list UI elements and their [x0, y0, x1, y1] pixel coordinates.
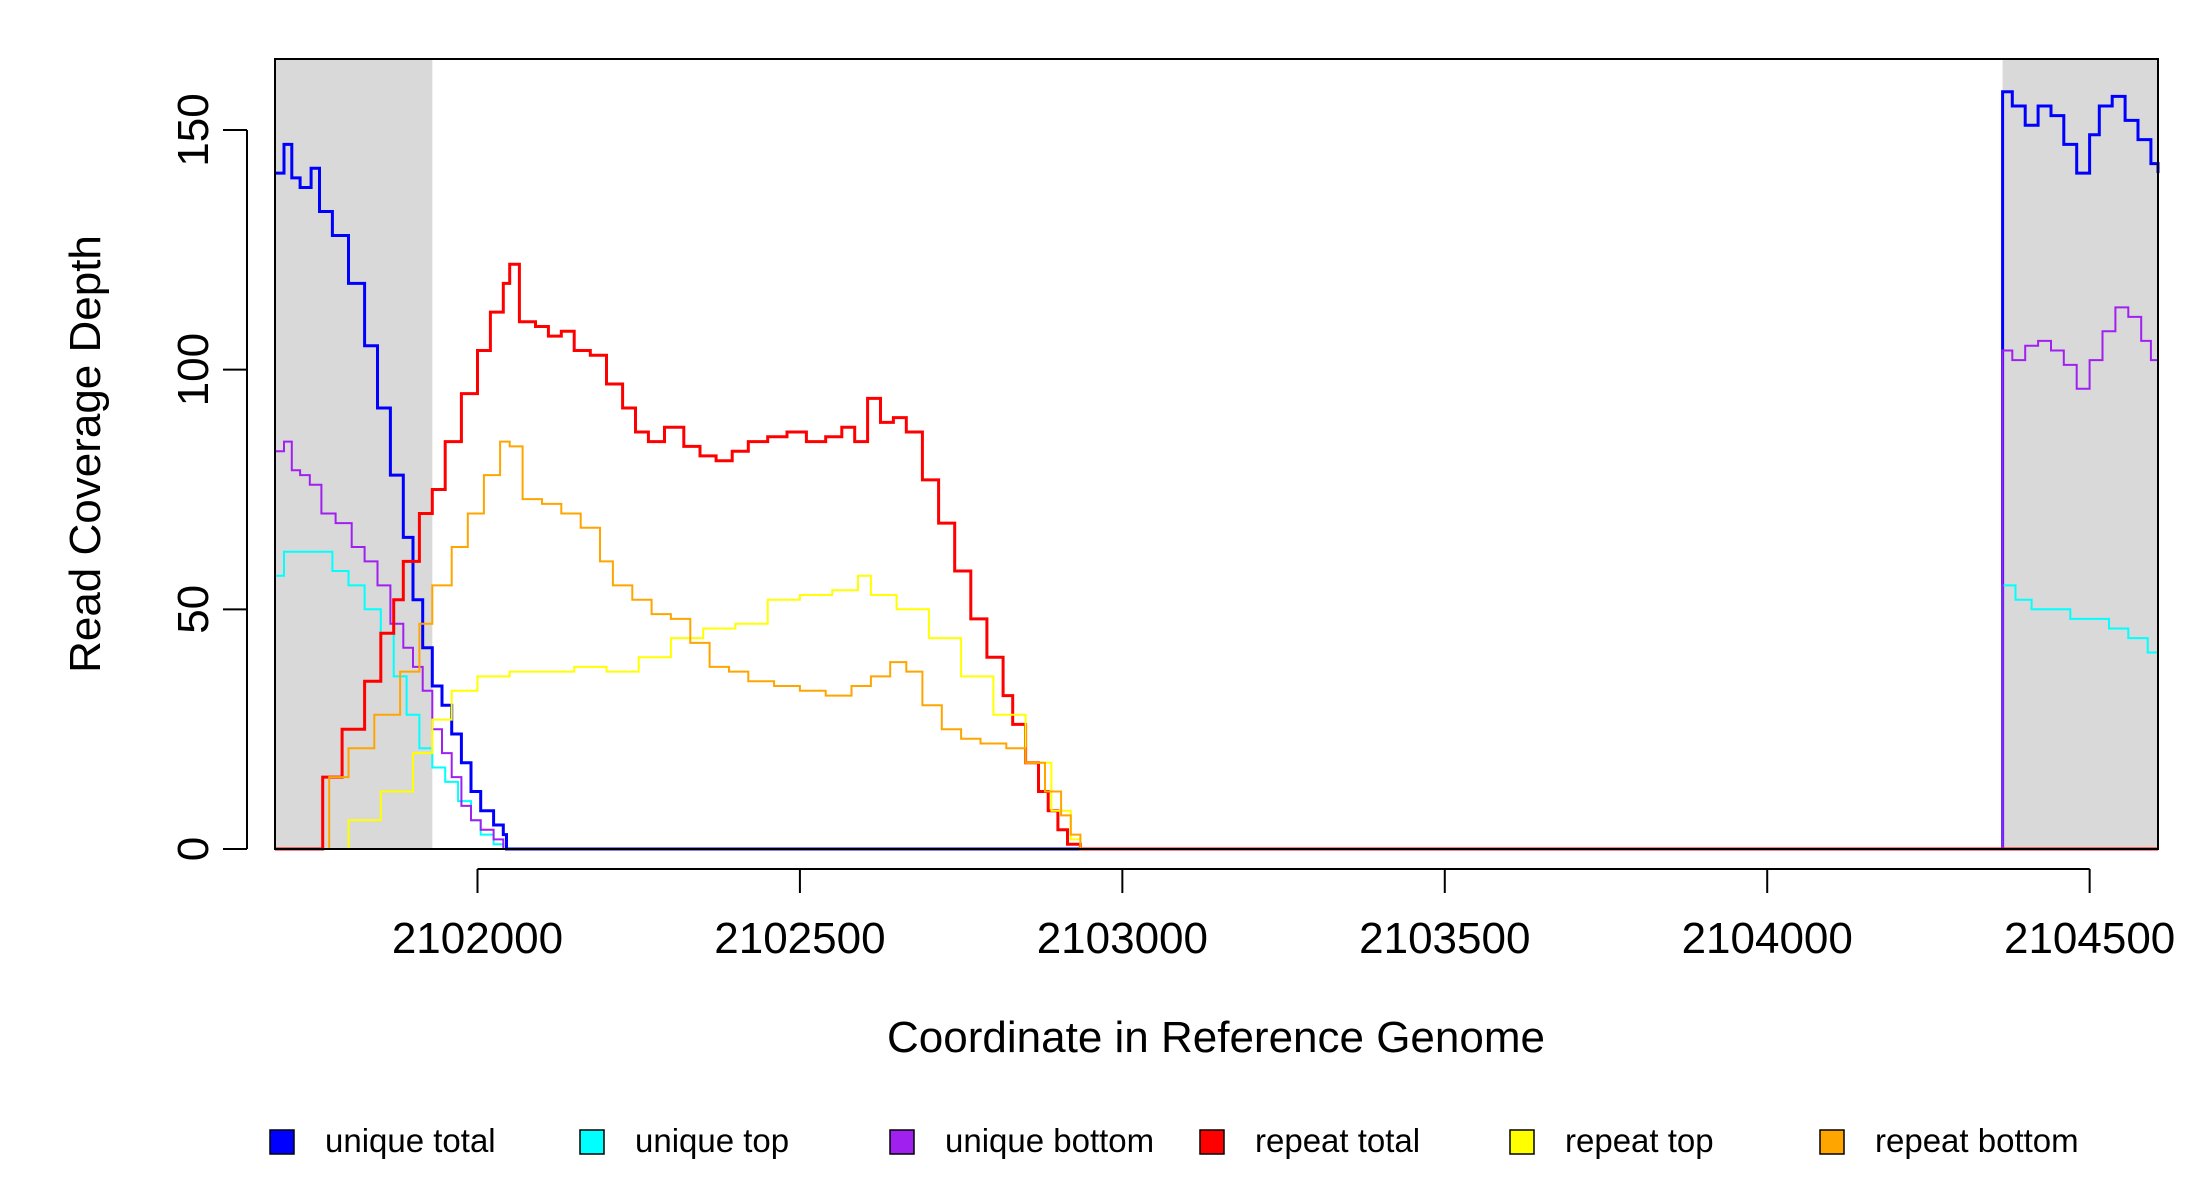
series-lines	[275, 90, 2160, 851]
y-axis: 0 50 100 150	[169, 93, 248, 861]
legend-label: repeat total	[1255, 1122, 1420, 1159]
legend-swatch	[889, 1129, 915, 1155]
y-axis-title: Read Coverage Depth	[61, 235, 110, 673]
x-axis-title: Coordinate in Reference Genome	[887, 1013, 1545, 1062]
series-unique-bottom	[275, 306, 2159, 850]
x-tick-label: 2102500	[714, 914, 885, 963]
legend-item-repeat-total: repeat total	[1199, 1122, 1420, 1159]
series-repeat-bottom	[275, 440, 2158, 850]
legend-label: repeat top	[1565, 1122, 1714, 1159]
shaded-region-1	[275, 59, 433, 849]
legend: unique total unique top unique bottom repea…	[269, 1122, 2079, 1159]
legend-label: unique total	[325, 1122, 496, 1159]
legend-label: unique bottom	[945, 1122, 1154, 1159]
legend-swatch	[1819, 1129, 1845, 1155]
y-tick-label: 100	[169, 333, 218, 406]
legend-item-repeat-bottom: repeat bottom	[1819, 1122, 2079, 1159]
legend-item-unique-top: unique top	[579, 1122, 789, 1159]
x-tick-label: 2104000	[1682, 914, 1853, 963]
x-tick-label: 2103000	[1037, 914, 1208, 963]
legend-swatch	[579, 1129, 605, 1155]
legend-item-unique-total: unique total	[269, 1122, 496, 1159]
legend-item-unique-bottom: unique bottom	[889, 1122, 1154, 1159]
legend-label: unique top	[635, 1122, 789, 1159]
series-unique-total	[275, 90, 2160, 851]
x-tick-label: 2104500	[2004, 914, 2175, 963]
x-tick-label: 2103500	[1359, 914, 1530, 963]
series-repeat-top	[275, 574, 2158, 850]
legend-swatch	[269, 1129, 295, 1155]
legend-item-repeat-top: repeat top	[1509, 1122, 1714, 1159]
y-tick-label: 0	[169, 837, 218, 861]
x-tick-label: 2102000	[392, 914, 563, 963]
legend-label: repeat bottom	[1875, 1122, 2079, 1159]
shaded-region-2	[2002, 59, 2158, 849]
shaded-regions	[275, 59, 2158, 849]
series-repeat-total	[275, 262, 2158, 851]
y-tick-label: 150	[169, 93, 218, 166]
y-tick-label: 50	[169, 585, 218, 634]
legend-swatch	[1509, 1129, 1535, 1155]
legend-swatch	[1199, 1129, 1225, 1155]
plot-frame	[274, 58, 2159, 850]
x-axis: 2102000 2102500 2103000 2103500 2104000 21045…	[392, 868, 2175, 963]
